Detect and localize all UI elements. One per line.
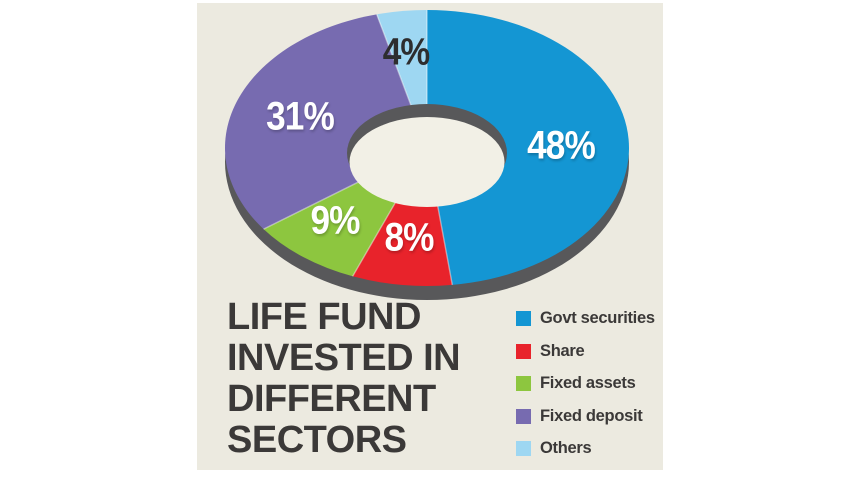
legend-item-share: Share [516, 341, 655, 360]
slice-fixed-deposit [224, 14, 427, 230]
legend-swatch-others-icon [516, 441, 531, 457]
legend-swatch-share-icon [516, 343, 531, 359]
legend-label: Others [540, 439, 592, 458]
slice-label-others: 4% [382, 31, 430, 74]
legend-item-others: Others [516, 439, 655, 458]
legend-swatch-govt-securities-icon [516, 311, 531, 327]
legend-item-fixed-assets: Fixed assets [516, 374, 655, 393]
chart-title: LIFE FUND INVESTED IN DIFFERENT SECTORS [227, 296, 461, 461]
legend: Govt securities Share Fixed assets Fixed… [516, 309, 655, 458]
slice-label-fixed-deposit: 31% [266, 94, 335, 139]
slice-label-govt-securities: 48% [527, 123, 596, 168]
legend-item-govt-securities: Govt securities [516, 309, 655, 328]
legend-item-fixed-deposit: Fixed deposit [516, 406, 655, 425]
legend-swatch-fixed-deposit-icon [516, 408, 531, 424]
slice-govt-securities [427, 9, 630, 285]
legend-label: Fixed assets [540, 374, 636, 393]
legend-swatch-fixed-assets-icon [516, 376, 531, 392]
slice-label-share: 8% [384, 215, 434, 260]
slice-label-fixed-assets: 9% [310, 198, 360, 243]
donut-hole [349, 117, 505, 207]
legend-label: Share [540, 341, 585, 360]
legend-label: Govt securities [540, 309, 655, 328]
legend-label: Fixed deposit [540, 406, 643, 425]
